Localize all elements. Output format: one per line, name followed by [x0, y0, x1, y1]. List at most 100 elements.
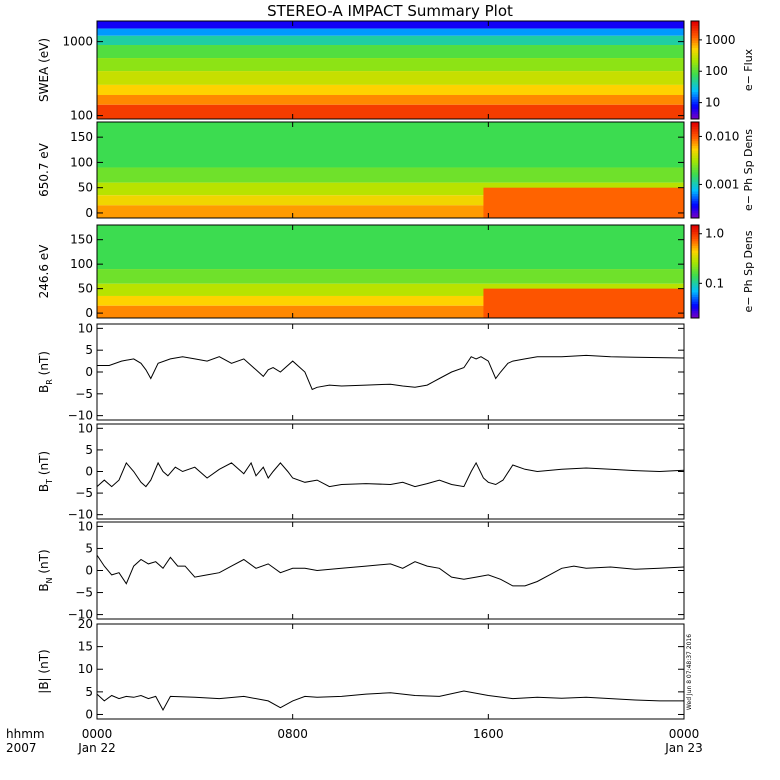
colorbar-cell — [691, 208, 699, 212]
colorbar-cell — [691, 114, 699, 118]
colorbar-cell — [691, 252, 699, 256]
heatmap-band-3 — [97, 45, 684, 59]
colorbar-cell — [691, 79, 699, 83]
colorbar-cell — [691, 285, 699, 289]
colorbar-cell — [691, 262, 699, 266]
colorbar-cell — [691, 104, 699, 108]
heatmap-band-6 — [97, 84, 684, 95]
colorbar-cell — [691, 60, 699, 64]
panel-bn: 10 5 0 −5 −10 BN (nT) — [37, 519, 685, 622]
colorbar-tick-label: 10 — [705, 96, 720, 110]
colorbar-cell — [691, 136, 699, 140]
colorbar-cell — [691, 165, 699, 169]
colorbar-cell — [691, 94, 699, 98]
y-tick-label: 0 — [85, 465, 93, 479]
colorbar-cell — [691, 33, 699, 37]
y-axis-label-main: B — [37, 385, 51, 393]
colorbar-cell — [691, 266, 699, 270]
x-axis-date-label: Jan 23 — [664, 741, 703, 755]
timestamp: Wed Jun 8 07:48:37 2016 — [686, 634, 693, 710]
colorbar-cell — [691, 283, 699, 286]
y-axis-label-subscript: N — [45, 577, 54, 583]
colorbar-cell — [691, 122, 699, 125]
heatmap-band-5 — [97, 71, 684, 85]
colorbar: 1000 100 10 e− Flux — [690, 20, 755, 120]
colorbar-cell — [691, 155, 699, 159]
colorbar-cell — [691, 250, 699, 254]
x-axis-label: 0800 — [277, 727, 308, 741]
colorbar-cell — [691, 25, 699, 29]
colorbar-tick-label: 0.001 — [705, 177, 739, 191]
colorbar-cell — [691, 229, 699, 233]
panel-br: 10 5 0 −5 −10 BR (nT) — [37, 321, 685, 423]
colorbar-cell — [691, 89, 699, 93]
y-tick-label: 0 — [85, 306, 93, 320]
colorbar-cell — [691, 308, 699, 312]
colorbar-cell — [691, 74, 699, 78]
colorbar-label: e− Ph Sp Dens — [742, 129, 755, 211]
colorbar-cell — [691, 67, 699, 71]
colorbar-cell — [691, 126, 699, 130]
colorbar-cell — [691, 177, 699, 181]
y-tick-label: −10 — [68, 608, 93, 622]
colorbar-cell — [691, 191, 699, 195]
x-axis-row2-year: 2007 — [6, 741, 37, 755]
colorbar-cell — [691, 264, 699, 268]
colorbar-cell — [691, 234, 699, 238]
colorbar-cell — [691, 172, 699, 176]
colorbar-cell — [691, 106, 699, 110]
y-tick-label: 150 — [70, 233, 93, 247]
colorbar-label: e− Flux — [742, 48, 755, 91]
colorbar-cell — [691, 174, 699, 178]
series-line-b_magnitude — [96, 690, 684, 712]
y-tick-label: 5 — [85, 541, 93, 555]
y-tick-label: 5 — [85, 443, 93, 457]
colorbar-cell — [691, 167, 699, 171]
y-axis-label-subscript: T — [45, 479, 54, 485]
colorbar-cell — [691, 35, 699, 39]
y-axis-label: |B| (nT) — [37, 649, 51, 693]
colorbar-cell — [691, 236, 699, 240]
y-axis-label: BN (nT) — [37, 549, 54, 591]
y-tick-label: 100 — [70, 155, 93, 169]
colorbar-cell — [691, 213, 699, 217]
plot-title: STEREO-A IMPACT Summary Plot — [267, 2, 513, 20]
colorbar-cell — [691, 170, 699, 173]
y-axis-label: BT (nT) — [37, 451, 54, 492]
y-tick-label: 150 — [70, 130, 93, 144]
y-tick-label: 0 — [85, 206, 93, 220]
colorbar-cell — [691, 28, 699, 32]
y-tick-label: −5 — [75, 586, 93, 600]
y-tick-label: 50 — [78, 282, 93, 296]
colorbar-cell — [691, 313, 699, 317]
panel-pitch_angle_650: 0.010 0.001 e− Ph Sp Dens 150 100 50 0 650.7 eV — [37, 121, 755, 220]
colorbar-cell — [691, 301, 699, 305]
colorbar-cell — [691, 57, 699, 61]
colorbar-cell — [691, 160, 699, 164]
colorbar-cell — [691, 131, 699, 135]
colorbar-tick-label: 100 — [705, 64, 728, 78]
colorbar-cell — [691, 109, 699, 113]
colorbar-cell — [691, 43, 699, 46]
y-tick-label: 5 — [85, 685, 93, 699]
x-axis: hhmm 0000 0800 1600 0000 2007 Jan 22 Jan 23 — [6, 727, 703, 755]
panel-pitch_angle_246: 1.0 0.1 e− Ph Sp Dens 150 100 50 0 246.6 eV — [37, 224, 755, 320]
panel-swea_spectrogram: 1000 100 10 e− Flux 1000 100 SWEA (eV) — [37, 20, 755, 123]
colorbar-cell — [691, 290, 699, 293]
colorbar-cell — [691, 210, 699, 214]
colorbar-cell — [691, 231, 699, 235]
colorbar-cell — [691, 276, 699, 279]
colorbar-cell — [691, 141, 699, 145]
colorbar-label: e− Ph Sp Dens — [742, 230, 755, 312]
y-axis-label-main: B — [37, 583, 51, 591]
y-tick-label: 1000 — [62, 35, 93, 49]
heatmap-band-2 — [97, 35, 684, 46]
x-axis-row1-unit: hhmm — [6, 727, 45, 741]
colorbar-cell — [691, 52, 699, 56]
heatmap-band-7 — [97, 94, 684, 105]
colorbar-tick-label: 0.010 — [705, 129, 739, 143]
y-tick-label: 10 — [78, 421, 93, 435]
colorbar-cell — [691, 259, 699, 263]
colorbar-cell — [691, 138, 699, 142]
colorbar-cell — [691, 82, 699, 86]
